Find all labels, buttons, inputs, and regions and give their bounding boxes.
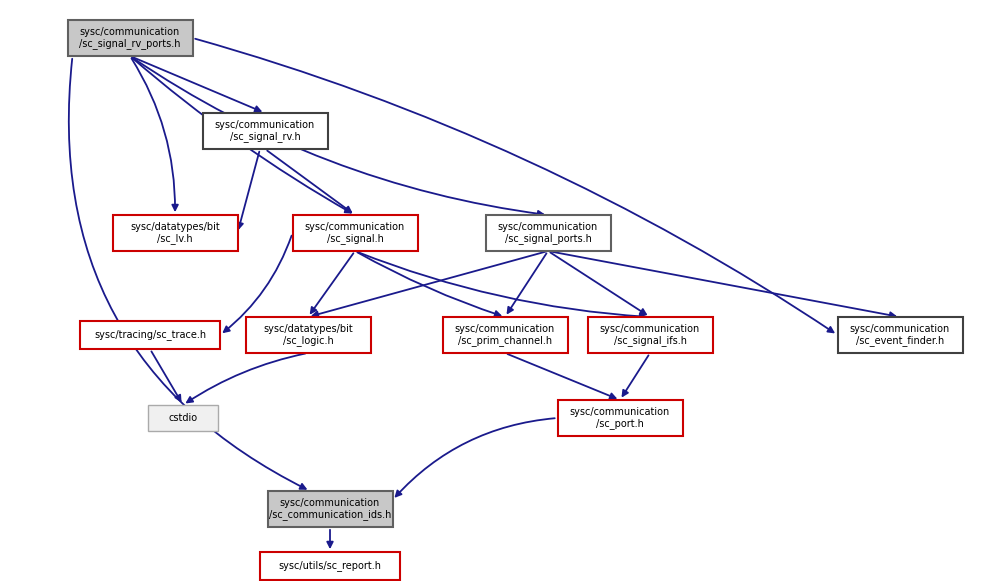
FancyBboxPatch shape: [148, 405, 218, 431]
Text: sysc/communication
/sc_signal_rv_ports.h: sysc/communication /sc_signal_rv_ports.h: [79, 27, 180, 49]
Text: sysc/communication
/sc_signal_ports.h: sysc/communication /sc_signal_ports.h: [497, 222, 599, 244]
Text: sysc/communication
/sc_communication_ids.h: sysc/communication /sc_communication_ids…: [269, 498, 391, 520]
FancyBboxPatch shape: [260, 552, 400, 580]
Text: sysc/communication
/sc_signal.h: sysc/communication /sc_signal.h: [305, 222, 405, 244]
Text: cstdio: cstdio: [168, 413, 197, 423]
FancyBboxPatch shape: [268, 491, 392, 527]
FancyBboxPatch shape: [443, 317, 568, 353]
FancyBboxPatch shape: [558, 400, 683, 436]
Text: sysc/communication
/sc_event_finder.h: sysc/communication /sc_event_finder.h: [850, 324, 950, 346]
Text: sysc/datatypes/bit
/sc_logic.h: sysc/datatypes/bit /sc_logic.h: [264, 324, 353, 346]
FancyBboxPatch shape: [80, 321, 220, 349]
Text: sysc/communication
/sc_port.h: sysc/communication /sc_port.h: [570, 407, 670, 429]
Text: sysc/tracing/sc_trace.h: sysc/tracing/sc_trace.h: [94, 329, 206, 340]
FancyBboxPatch shape: [588, 317, 713, 353]
Text: sysc/datatypes/bit
/sc_lv.h: sysc/datatypes/bit /sc_lv.h: [130, 222, 220, 244]
FancyBboxPatch shape: [486, 215, 610, 251]
Text: sysc/utils/sc_report.h: sysc/utils/sc_report.h: [278, 561, 382, 572]
FancyBboxPatch shape: [292, 215, 417, 251]
FancyBboxPatch shape: [202, 113, 327, 149]
FancyBboxPatch shape: [246, 317, 371, 353]
Text: sysc/communication
/sc_prim_channel.h: sysc/communication /sc_prim_channel.h: [455, 324, 555, 346]
Text: sysc/communication
/sc_signal_rv.h: sysc/communication /sc_signal_rv.h: [215, 120, 315, 142]
FancyBboxPatch shape: [67, 20, 192, 56]
Text: sysc/communication
/sc_signal_ifs.h: sysc/communication /sc_signal_ifs.h: [600, 324, 700, 346]
FancyBboxPatch shape: [113, 215, 238, 251]
FancyBboxPatch shape: [837, 317, 962, 353]
